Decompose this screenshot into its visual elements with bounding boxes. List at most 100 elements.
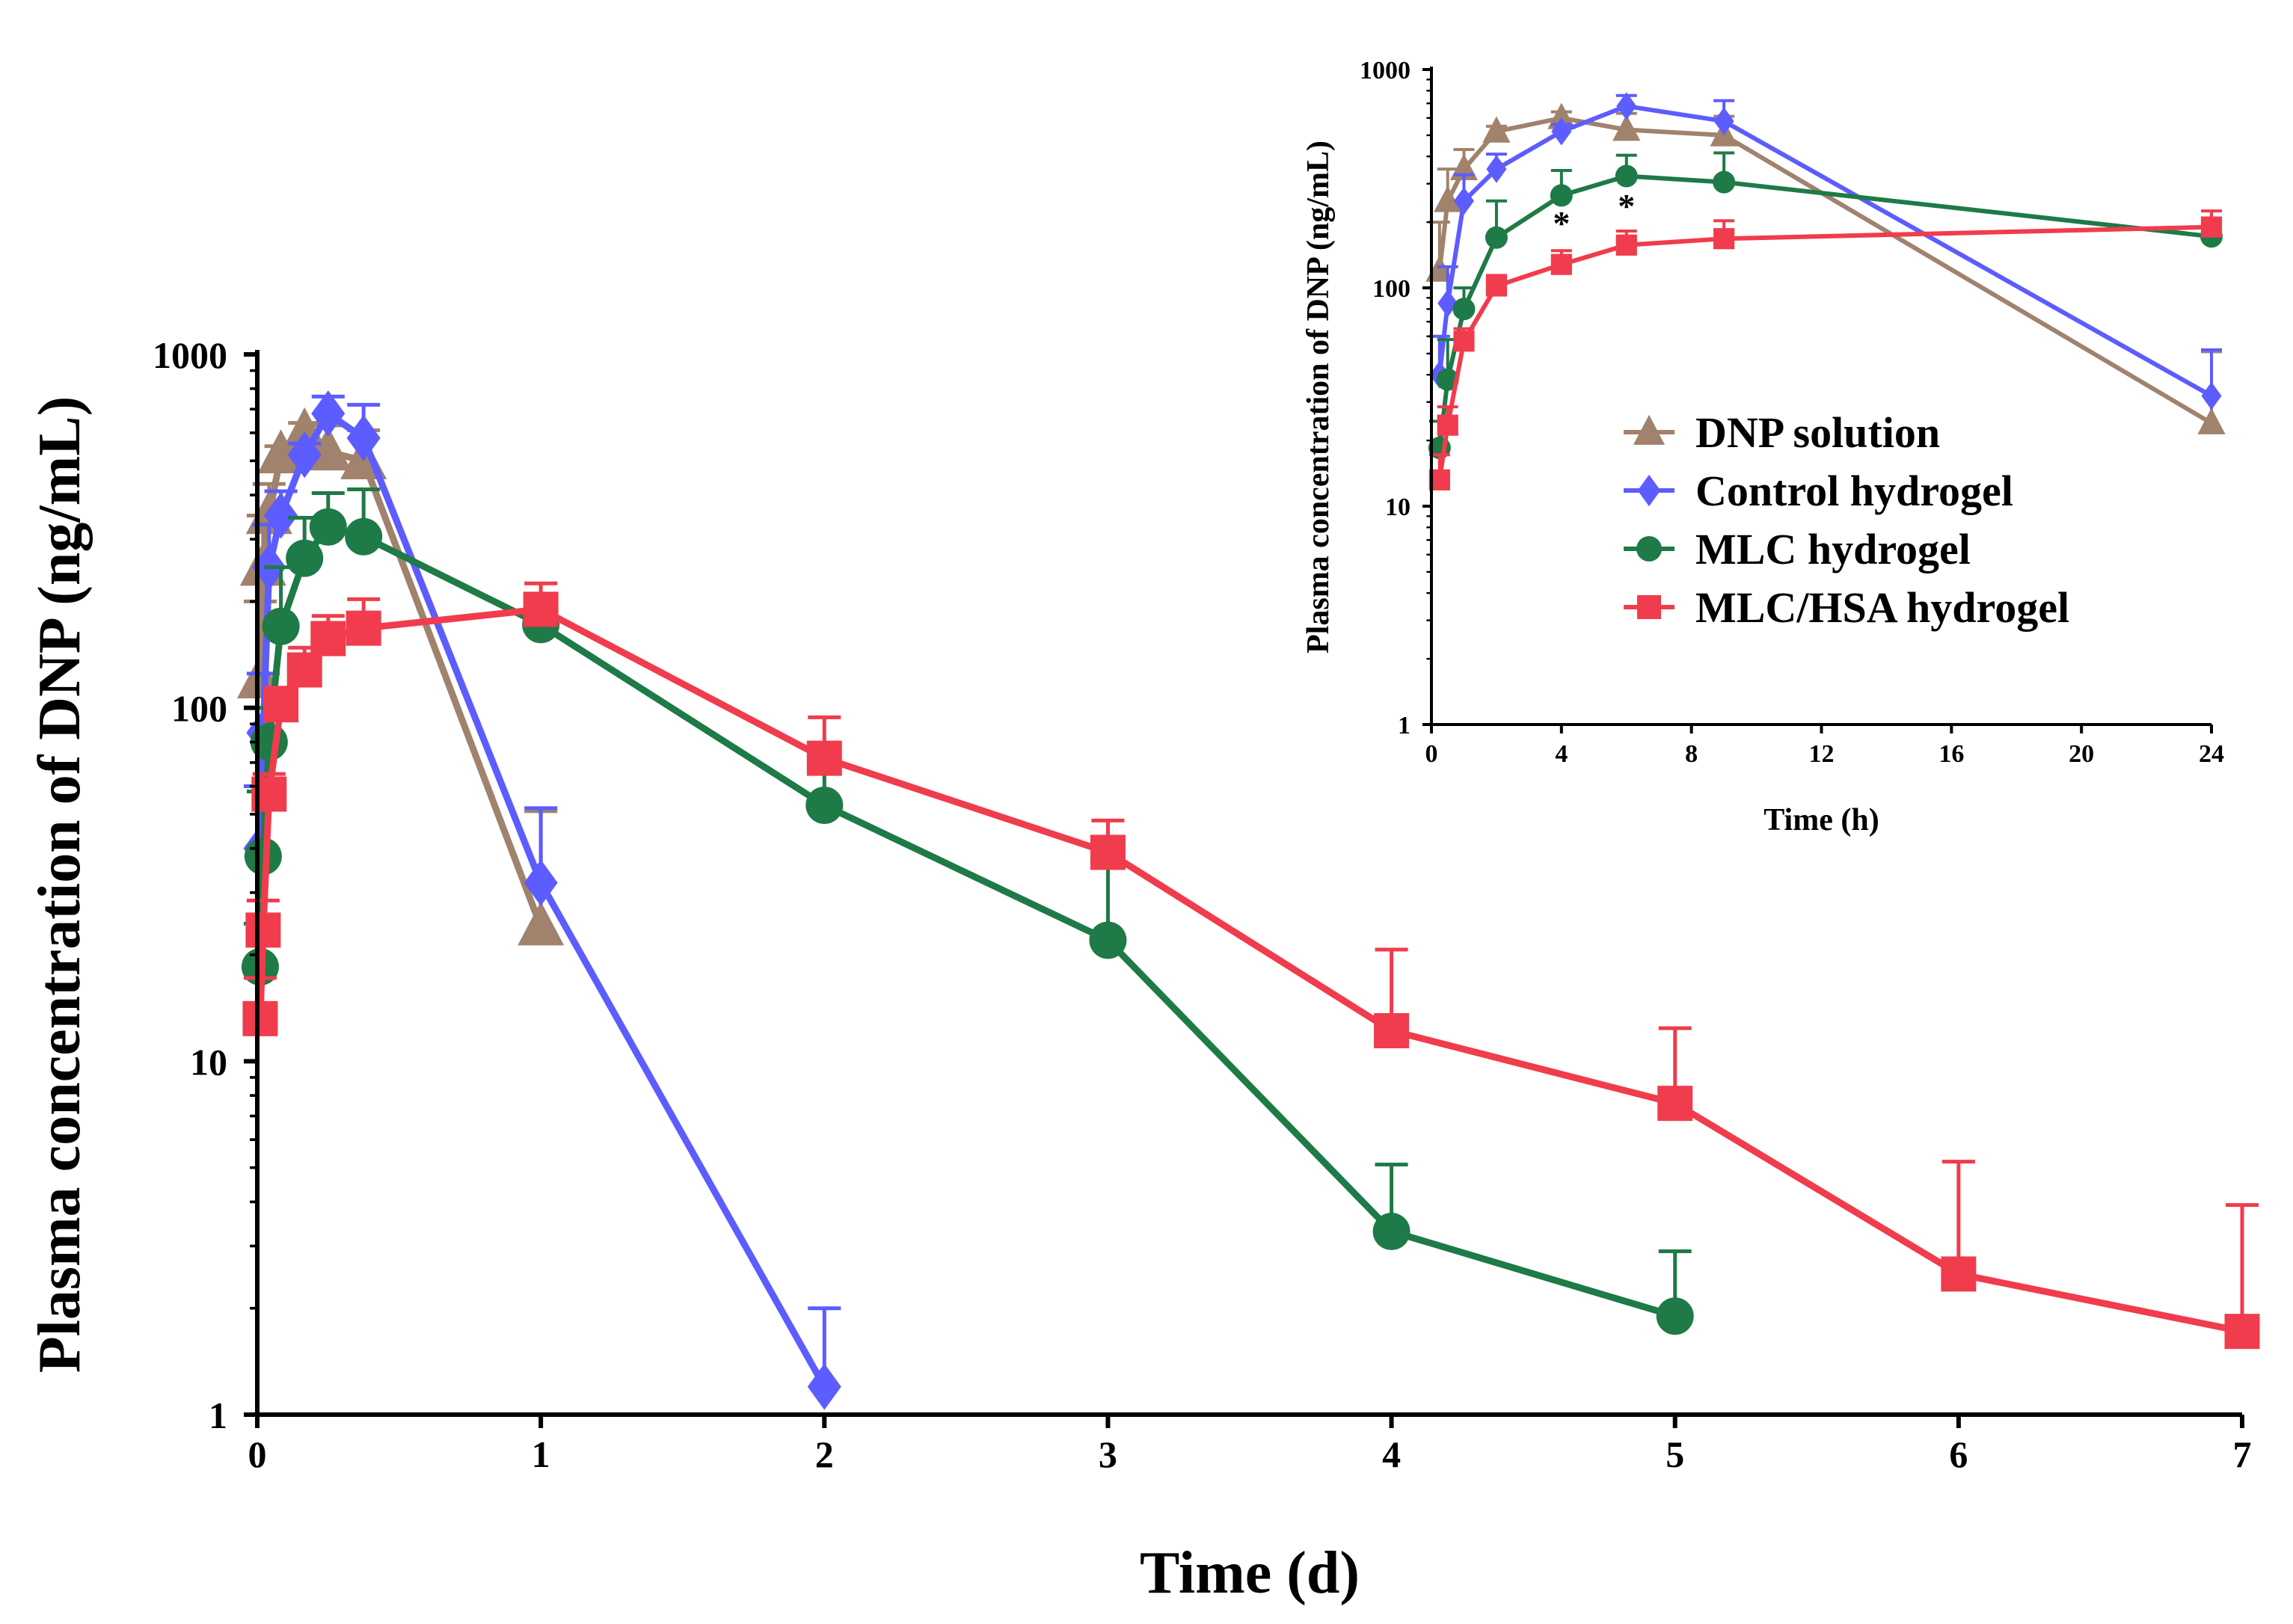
- inset-point-2-2: [1452, 298, 1476, 321]
- main-point-2-11: [1656, 1297, 1694, 1335]
- inset-point-1-5: [1616, 92, 1637, 120]
- inset-x-tick-label-6: 24: [2199, 740, 2224, 768]
- main-x-tick-label-1: 1: [532, 1433, 550, 1475]
- inset-x-tick-label-3: 12: [1809, 740, 1835, 768]
- main-point-0-3: [257, 429, 304, 473]
- main-point-2-10: [1372, 1212, 1411, 1250]
- main-point-2-5: [309, 508, 347, 546]
- inset-y-tick-label-2: 100: [1372, 275, 1411, 303]
- inset-point-0-3: [1482, 116, 1511, 143]
- main-x-tick-label-4: 4: [1382, 1433, 1401, 1475]
- main-x-tick-label-5: 5: [1666, 1433, 1684, 1475]
- inset-point-0-5: [1612, 114, 1641, 141]
- main-point-2-6: [345, 517, 383, 556]
- inset-point-0-0: [1425, 255, 1454, 282]
- main-point-2-3: [262, 607, 300, 645]
- main-point-3-10: [1374, 1013, 1410, 1049]
- main-x-tick-label-7: 7: [2233, 1433, 2252, 1475]
- main-point-1-3: [264, 492, 298, 539]
- main-y-tick-label-3: 1000: [153, 334, 227, 376]
- main-x-tick-label-6: 6: [1949, 1433, 1968, 1475]
- inset-y-axis-title: Plasma concentration of DNP (ng/mL): [1301, 141, 1336, 653]
- inset-x-tick-label-4: 16: [1939, 740, 1964, 768]
- main-y-tick-label-2: 100: [171, 688, 227, 730]
- inset-x-tick-label-0: 0: [1425, 740, 1438, 768]
- main-point-3-1: [245, 912, 281, 948]
- main-point-2-4: [286, 539, 324, 577]
- main-point-3-6: [346, 610, 381, 646]
- legend-label-0: DNP solution: [1695, 408, 1940, 457]
- inset-series-2: [1428, 151, 2223, 459]
- main-series-0: [236, 407, 565, 946]
- main-point-3-13: [2224, 1314, 2260, 1350]
- inset-point-3-2: [1453, 330, 1475, 352]
- inset-x-tick-label-5: 20: [2069, 740, 2094, 768]
- main-point-3-8: [806, 740, 842, 776]
- main-point-3-0: [242, 1000, 278, 1036]
- inset-point-2-3: [1485, 226, 1508, 249]
- inset-x-tick-label-2: 8: [1685, 740, 1698, 768]
- legend-label-1: Control hydrogel: [1695, 467, 2013, 515]
- inset-point-0-1: [1434, 185, 1462, 212]
- main-y-axis-title: Plasma concentration of DNP (ng/mL): [27, 396, 93, 1374]
- inset-point-0-4: [1547, 102, 1576, 129]
- main-point-3-11: [1657, 1086, 1693, 1122]
- main-point-1-5: [311, 390, 346, 437]
- inset-series-line-2: [1437, 173, 2212, 449]
- inset-point-3-7: [2200, 216, 2223, 238]
- legend-label-2: MLC hydrogel: [1695, 525, 1971, 573]
- inset-point-1-3: [1486, 155, 1507, 183]
- main-point-1-8: [807, 1363, 841, 1410]
- inset-x-tick-label-1: 4: [1555, 740, 1568, 768]
- main-x-axis-title: Time (d): [1140, 1540, 1360, 1606]
- inset-point-2-6: [1713, 170, 1736, 194]
- main-point-2-8: [805, 786, 844, 824]
- main-point-3-3: [263, 687, 299, 723]
- main-point-1-4: [287, 431, 322, 479]
- inset-point-3-4: [1550, 253, 1572, 275]
- inset-y-tick-label-1: 10: [1385, 493, 1411, 521]
- inset-y-tick-label-0: 1: [1398, 712, 1411, 739]
- main-y-tick-label-0: 1: [209, 1394, 227, 1436]
- inset-series-1: [1428, 92, 2222, 410]
- main-point-3-9: [1090, 834, 1126, 870]
- legend-label-3: MLC/HSA hydrogel: [1695, 583, 2069, 632]
- inset-point-1-7: [2201, 381, 2222, 410]
- inset-point-3-3: [1485, 275, 1508, 297]
- main-point-3-12: [1941, 1256, 1977, 1292]
- main-point-1-7: [524, 859, 558, 906]
- main-series-3: [242, 581, 2260, 1350]
- main-y-tick-label-1: 10: [190, 1041, 227, 1083]
- main-series-line-2: [257, 523, 1677, 1320]
- main-point-3-5: [310, 621, 346, 656]
- legend-marker-2: [1636, 536, 1662, 562]
- main-series-line-3: [257, 606, 2243, 1335]
- inset-series-line-3: [1437, 224, 2212, 481]
- inset-point-3-5: [1615, 234, 1637, 256]
- legend-marker-1: [1637, 474, 1661, 507]
- main-point-3-7: [523, 591, 559, 627]
- inset-point-3-1: [1437, 414, 1458, 436]
- main-point-2-9: [1089, 921, 1127, 959]
- inset-annotation-1: *: [1618, 187, 1635, 225]
- inset-point-1-6: [1713, 107, 1734, 135]
- inset-point-0-7: [2197, 407, 2226, 434]
- main-point-0-7: [518, 901, 565, 946]
- legend-marker-3: [1637, 595, 1661, 619]
- main-point-3-4: [286, 652, 322, 688]
- main-point-1-6: [346, 414, 381, 461]
- main-x-tick-label-0: 0: [248, 1433, 267, 1475]
- main-x-tick-label-2: 2: [815, 1433, 834, 1475]
- legend-marker-0: [1633, 414, 1666, 445]
- inset-point-1-1: [1437, 289, 1458, 318]
- inset-annotation-0: *: [1553, 204, 1570, 242]
- inset-legend: DNP solution Control hydrogel MLC hydrogel…: [1624, 408, 2069, 632]
- inset-point-1-4: [1551, 117, 1572, 146]
- inset-point-2-4: [1550, 184, 1573, 207]
- inset-point-1-2: [1453, 187, 1474, 215]
- inset-plot: 0 4 8 12 16 20 24 1 10 100 1000 Time (h) Plasma conc…: [1301, 57, 2226, 837]
- inset-series-line-1: [1437, 103, 2213, 399]
- main-x-tick-label-3: 3: [1099, 1433, 1117, 1475]
